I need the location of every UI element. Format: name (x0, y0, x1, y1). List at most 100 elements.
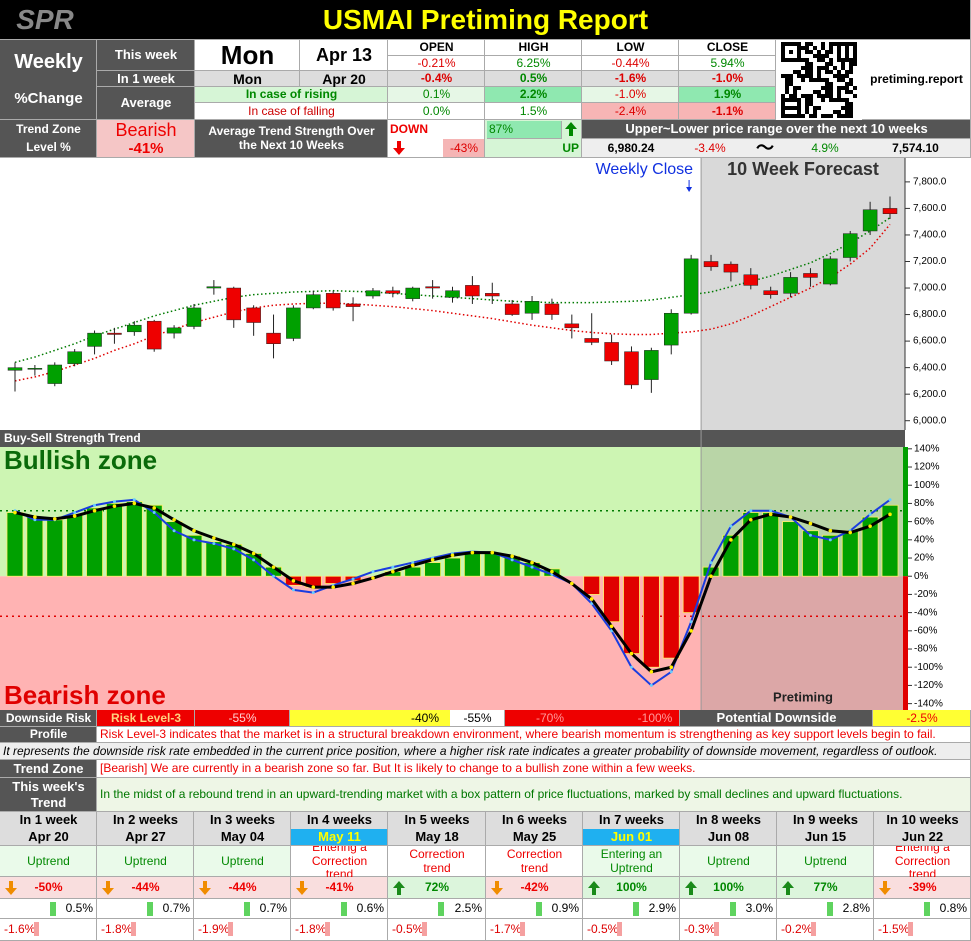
line-dot (888, 512, 892, 517)
week-up: 0.8% (874, 899, 971, 919)
weekly-close-label: Weekly Close (596, 161, 694, 178)
qr-dot (801, 66, 805, 70)
qr-dot (781, 98, 785, 102)
qr-dot (797, 74, 801, 78)
qr-code (776, 40, 862, 120)
week-up: 2.9% (583, 899, 680, 919)
risk-description: Risk Level-3 indicates that the market i… (97, 727, 971, 743)
week-date: May 25 (486, 829, 583, 846)
week-up: 2.5% (388, 899, 486, 919)
line-dot (192, 528, 196, 533)
bar (782, 521, 799, 577)
candle-body (783, 277, 798, 294)
qr-dot (797, 54, 801, 58)
up-value: 87% (487, 121, 562, 139)
line-dot (272, 574, 276, 578)
qr-dot (817, 78, 821, 82)
line-dot (808, 521, 813, 526)
risk-label: Downside Risk (0, 710, 97, 727)
y-tick-label: 60% (914, 516, 934, 527)
line-dot (351, 581, 355, 586)
qr-dot (789, 82, 793, 86)
qr-dot (837, 70, 841, 74)
week-up: 0.7% (97, 899, 194, 919)
arrow-icon (393, 881, 405, 895)
qr-dot (813, 78, 817, 82)
up-mark (633, 902, 639, 916)
candle-body (405, 287, 420, 299)
candle-body (485, 293, 500, 297)
line-dot (629, 665, 633, 669)
line-dot (828, 538, 832, 542)
week-down: -0.5% (583, 919, 680, 941)
line-dot (669, 670, 673, 674)
qr-dot (849, 78, 853, 82)
week-trend: Correction trend (388, 846, 486, 877)
week-trend: Uptrend (97, 846, 194, 877)
qr-dot (849, 106, 853, 110)
qr-dot (805, 62, 809, 66)
candle-body (246, 307, 261, 323)
y-tick-label: 7,400.0 (913, 230, 947, 241)
week-up: 0.5% (0, 899, 97, 919)
y-tick-label: 6,200.0 (913, 389, 947, 400)
percent-cell: -0.21% (388, 56, 485, 71)
qr-dot (829, 94, 833, 98)
qr-dot (809, 78, 813, 82)
candle-body (206, 286, 222, 289)
qr-dot (797, 46, 801, 50)
qr-dot (825, 86, 829, 90)
qr-dot (825, 50, 829, 54)
line-dot (371, 570, 375, 574)
line-dot (311, 591, 315, 595)
line-dot (609, 624, 614, 629)
trend-state: Bearish (115, 120, 177, 140)
qr-dot (793, 98, 797, 102)
qr-dot (821, 54, 825, 58)
potential-value: -2.5% (873, 710, 971, 727)
qr-dot (853, 58, 857, 62)
candle-body (166, 327, 182, 334)
candle-body (743, 274, 759, 286)
week-down: -1.9% (194, 919, 291, 941)
candle-body (504, 303, 520, 315)
percent-cell: 5.94% (679, 56, 776, 71)
qr-dot (845, 46, 849, 50)
case-label: In case of rising (195, 87, 388, 103)
candle-body (186, 307, 202, 327)
qr-dot (805, 50, 809, 54)
forecast-bg (701, 158, 905, 430)
day: Mon (195, 40, 300, 71)
week-date: Apr 20 (0, 829, 97, 846)
qr-dot (785, 98, 789, 102)
bar (662, 575, 680, 659)
qr-dot (841, 66, 845, 70)
title-bar (0, 0, 971, 40)
row-label: This week (97, 40, 195, 71)
arrow-icon (296, 881, 308, 895)
case-label: In case of falling (195, 103, 388, 120)
up-mark (438, 902, 444, 916)
qr-dot (817, 90, 821, 94)
qr-dot (841, 86, 845, 90)
qr-dot (845, 74, 849, 78)
qr-dot (809, 66, 813, 70)
qr-dot (789, 98, 793, 102)
week-strength: 77% (777, 877, 874, 899)
candle-body (763, 290, 778, 295)
risk-label: Profile (0, 727, 97, 743)
y-tick-label: 140% (914, 443, 940, 454)
arrow-shape (393, 141, 405, 155)
line-dot (291, 588, 295, 592)
qr-dot (849, 102, 853, 106)
bar (424, 562, 442, 577)
arrow-icon (565, 122, 577, 136)
candle-body (7, 367, 23, 371)
qr-dot (817, 50, 821, 54)
site-name: pretiming.report (862, 40, 971, 120)
bar (444, 557, 461, 577)
qr-dot (821, 78, 825, 82)
week-header: In 9 weeks (777, 812, 874, 829)
bar (46, 519, 64, 577)
qr-dot (837, 42, 841, 46)
